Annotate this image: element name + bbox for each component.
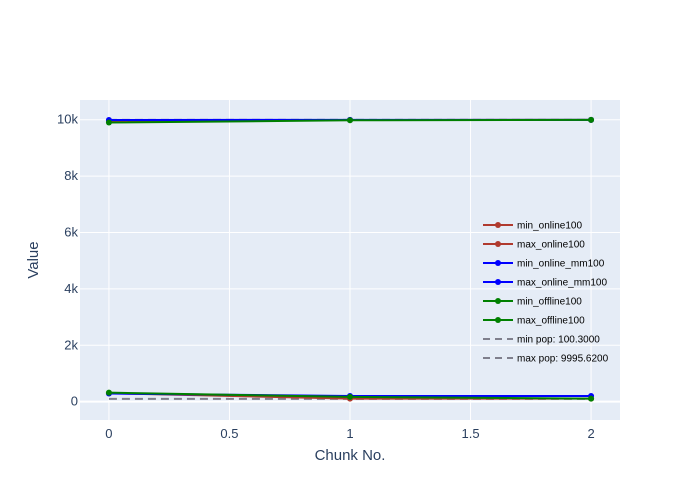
legend-label: max pop: 9995.6200 [517, 354, 609, 365]
series [105, 389, 595, 402]
legend-marker [495, 260, 501, 266]
legend-label: min_online_mm100 [517, 259, 605, 270]
x-tick-label: 0.5 [220, 426, 238, 441]
data-point [588, 116, 595, 123]
legend-marker [495, 298, 501, 304]
legend-label: min_online100 [517, 221, 582, 232]
legend-label: min pop: 100.3000 [517, 335, 600, 346]
legend-marker [495, 279, 501, 285]
legend-label: max_offline100 [517, 316, 585, 327]
data-point [588, 395, 595, 402]
legend-item[interactable]: max pop: 9995.6200 [483, 354, 609, 365]
x-tick-label: 2 [587, 426, 594, 441]
y-tick-label: 2k [64, 337, 78, 352]
legend-item[interactable]: min_online100 [483, 221, 582, 232]
legend-item[interactable]: max_online100 [483, 240, 585, 251]
data-point [347, 393, 353, 400]
legend-marker [495, 241, 501, 247]
data-point [105, 389, 112, 396]
series-group [105, 116, 595, 402]
x-axis-title: Chunk No. [315, 447, 386, 464]
data-point [347, 117, 353, 124]
y-axis-ticks: 0 2k 4k 6k 8k 10k [57, 112, 78, 409]
x-tick-label: 0 [105, 426, 112, 441]
legend-item[interactable]: max_online_mm100 [483, 278, 607, 289]
legend-item[interactable]: min_offline100 [483, 297, 582, 308]
legend-label: min_offline100 [517, 297, 582, 308]
data-point [105, 119, 112, 126]
y-tick-label: 0 [71, 394, 78, 409]
y-tick-label: 8k [64, 168, 78, 183]
legend-marker [495, 317, 501, 323]
legend-item[interactable]: max_offline100 [483, 316, 585, 327]
x-axis-ticks: 0 0.5 1 1.5 2 [105, 426, 594, 441]
x-tick-label: 1 [346, 426, 353, 441]
legend-item[interactable]: min pop: 100.3000 [483, 335, 600, 346]
y-axis-title: Value [25, 241, 42, 278]
legend-marker [495, 222, 501, 228]
legend-label: max_online100 [517, 240, 585, 251]
x-tick-label: 1.5 [461, 426, 479, 441]
series [105, 116, 595, 126]
legend-label: max_online_mm100 [517, 278, 607, 289]
legend-item[interactable]: min_online_mm100 [483, 259, 605, 270]
y-tick-label: 6k [64, 225, 78, 240]
legend[interactable]: min_online100 max_online100 min_online_mm1… [483, 221, 609, 365]
y-tick-label: 4k [64, 281, 78, 296]
y-tick-label: 10k [57, 112, 78, 127]
